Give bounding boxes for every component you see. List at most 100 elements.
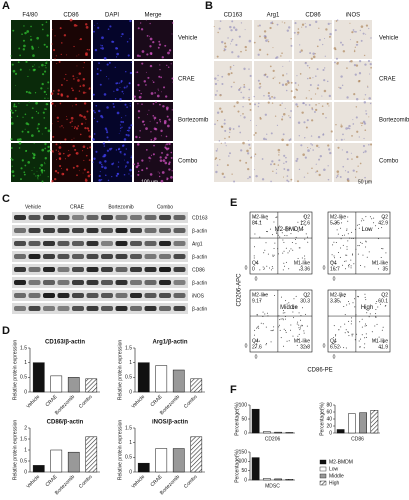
event [296,323,298,325]
stain [78,90,81,92]
x-tick-label: Combo [183,394,199,410]
stain [43,70,47,73]
stain [115,149,118,151]
stain [118,161,120,163]
blot-band [101,306,113,311]
stain [229,128,231,131]
stain [25,60,28,63]
stain [68,149,70,152]
stain [284,83,288,86]
micrograph [93,61,132,100]
stain [125,165,127,167]
blot-band [28,215,41,220]
event [374,262,376,264]
event [303,330,305,332]
stain [83,62,85,64]
stain [171,77,174,80]
stain [26,30,30,33]
stain [92,109,95,112]
quadrant-label: Q4 [330,260,337,266]
stain [276,23,279,26]
legend-label: Low [329,466,339,472]
quadrant-value: 3.35 [330,298,340,304]
event [295,305,297,307]
stain [323,37,326,40]
event [335,263,337,265]
stain [336,139,338,141]
stain [171,170,173,172]
blot-strip [12,251,188,262]
stain [20,167,23,170]
stain [328,35,331,38]
stain [216,164,219,166]
blot-band [101,215,113,220]
stain [48,149,51,152]
blot-band [115,228,128,233]
blot-band [173,267,186,272]
stain [122,144,125,147]
bar [137,362,150,393]
stain [230,40,233,42]
stain [213,25,215,28]
micrograph [334,102,372,141]
stain [41,23,44,26]
stain [19,68,22,71]
event [346,246,348,248]
event [297,335,299,337]
y-tick-label: 0 [244,477,247,483]
stain [40,163,44,167]
stain [99,83,102,86]
event [254,347,256,349]
stain [246,149,249,153]
stain [126,106,128,109]
event [290,227,292,229]
y-tick-label: 1.5 [20,436,27,442]
blot-band [144,267,157,272]
stain [346,151,349,154]
blot-band [14,215,26,220]
event [361,318,363,320]
event [364,325,366,327]
blot-strip [12,303,188,314]
event [373,339,375,341]
stain [166,177,168,179]
group-label: Bortezomib [108,204,134,210]
event [363,219,365,221]
event [259,300,261,302]
stain [160,129,163,133]
event [301,265,303,267]
event [279,225,281,227]
micrograph [294,143,332,182]
stain [63,78,66,80]
stain [318,173,321,177]
stain [221,82,224,86]
stain [300,144,303,147]
stain [129,168,132,172]
stain [126,85,128,87]
stain [135,165,139,169]
stain [315,104,317,106]
stain [359,122,361,124]
legend-label: High [329,480,340,486]
stain [76,77,78,79]
stain [315,20,318,23]
stain [217,31,219,34]
stain [325,28,328,31]
blot-band [57,228,70,233]
stain [214,158,217,161]
plot-name: Middle [280,305,298,311]
x-tick-label: CRAE [45,394,60,409]
stain [57,92,60,96]
stain [349,22,351,24]
stain [107,28,110,30]
stain [24,164,27,167]
blot-band [72,254,84,259]
stain [94,111,96,114]
stain [282,176,285,178]
event [335,242,337,244]
y-tick-label: 2 [24,425,27,431]
event [280,337,282,339]
stain [75,127,79,130]
stain [253,41,256,44]
stain [230,85,233,88]
